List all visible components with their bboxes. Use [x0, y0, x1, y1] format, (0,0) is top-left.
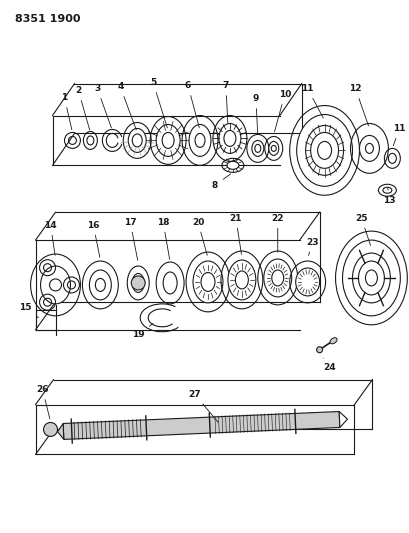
Text: 5: 5 — [150, 78, 167, 128]
Ellipse shape — [227, 260, 255, 300]
Ellipse shape — [226, 161, 238, 169]
Circle shape — [43, 423, 57, 437]
Ellipse shape — [128, 128, 146, 152]
Ellipse shape — [89, 270, 111, 300]
Text: 10: 10 — [274, 90, 290, 132]
Text: 25: 25 — [354, 214, 370, 245]
Ellipse shape — [189, 125, 211, 156]
Ellipse shape — [40, 266, 70, 304]
Ellipse shape — [263, 259, 291, 297]
Ellipse shape — [251, 140, 263, 156]
Text: 6: 6 — [184, 81, 199, 128]
Circle shape — [316, 347, 322, 353]
Text: 1: 1 — [61, 93, 72, 130]
Text: 23: 23 — [306, 238, 318, 255]
Text: 17: 17 — [124, 217, 137, 260]
Text: 20: 20 — [191, 217, 207, 255]
Text: 16: 16 — [87, 221, 99, 257]
Ellipse shape — [357, 261, 384, 295]
Ellipse shape — [342, 240, 399, 316]
Ellipse shape — [359, 135, 378, 161]
Text: 18: 18 — [157, 217, 169, 259]
Ellipse shape — [382, 187, 391, 193]
Polygon shape — [338, 411, 347, 427]
Text: 19: 19 — [132, 324, 153, 340]
Text: 8351 1900: 8351 1900 — [15, 14, 80, 24]
Text: 7: 7 — [222, 81, 229, 123]
Text: 13: 13 — [382, 188, 395, 205]
Ellipse shape — [193, 261, 222, 303]
Ellipse shape — [310, 133, 338, 168]
Ellipse shape — [329, 338, 336, 344]
Text: 15: 15 — [19, 303, 38, 318]
Circle shape — [131, 276, 145, 290]
Text: 27: 27 — [188, 390, 218, 422]
Polygon shape — [57, 424, 64, 439]
Text: 21: 21 — [229, 214, 242, 254]
Text: 8: 8 — [211, 174, 230, 190]
Ellipse shape — [387, 154, 396, 163]
Text: 12: 12 — [348, 84, 368, 126]
Ellipse shape — [156, 125, 180, 156]
Polygon shape — [63, 411, 339, 439]
Text: 4: 4 — [117, 82, 136, 130]
Ellipse shape — [296, 115, 352, 186]
Text: 22: 22 — [271, 214, 283, 252]
Ellipse shape — [218, 124, 240, 154]
Ellipse shape — [268, 141, 278, 156]
Text: 9: 9 — [252, 94, 258, 133]
Text: 14: 14 — [44, 221, 57, 255]
Text: 26: 26 — [36, 385, 50, 419]
Text: 11: 11 — [392, 124, 405, 146]
Text: 11: 11 — [301, 84, 323, 118]
Text: 3: 3 — [94, 84, 111, 128]
Ellipse shape — [163, 272, 177, 294]
Ellipse shape — [132, 273, 144, 293]
Ellipse shape — [295, 268, 319, 296]
Text: 2: 2 — [75, 86, 90, 130]
Text: 24: 24 — [322, 358, 335, 372]
